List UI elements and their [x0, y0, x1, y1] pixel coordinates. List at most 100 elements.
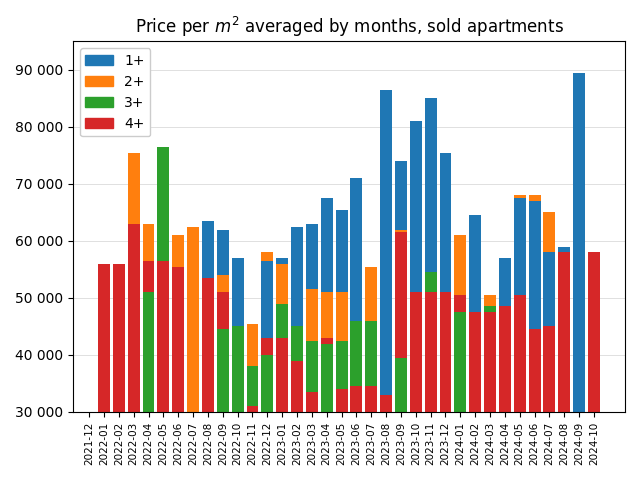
Bar [172, 235, 184, 480]
Bar [261, 338, 273, 480]
Bar [143, 224, 154, 480]
Bar [128, 153, 140, 480]
Bar [246, 406, 259, 480]
Bar [454, 312, 467, 480]
Bar [157, 147, 170, 480]
Bar [113, 264, 125, 480]
Bar [187, 227, 199, 480]
Bar [98, 264, 110, 480]
Bar [128, 224, 140, 480]
Bar [425, 98, 436, 480]
Bar [395, 229, 407, 480]
Bar [232, 258, 244, 480]
Bar [425, 292, 436, 480]
Bar [499, 258, 511, 480]
Bar [276, 338, 288, 480]
Bar [351, 321, 362, 480]
Bar [335, 210, 348, 480]
Bar [291, 360, 303, 480]
Bar [558, 252, 570, 480]
Bar [380, 90, 392, 480]
Bar [291, 326, 303, 480]
Bar [395, 358, 407, 480]
Bar [187, 227, 199, 480]
Bar [232, 326, 244, 480]
Title: Price per $m^2$ averaged by months, sold apartments: Price per $m^2$ averaged by months, sold… [134, 15, 563, 39]
Bar [514, 195, 525, 480]
Bar [514, 198, 525, 480]
Bar [261, 252, 273, 480]
Bar [232, 326, 244, 480]
Bar [425, 272, 436, 480]
Bar [172, 266, 184, 480]
Bar [217, 275, 228, 480]
Bar [217, 229, 228, 480]
Bar [365, 321, 377, 480]
Bar [440, 292, 451, 480]
Bar [484, 295, 496, 480]
Bar [499, 306, 511, 480]
Bar [588, 252, 600, 480]
Bar [261, 355, 273, 480]
Bar [143, 292, 154, 480]
Bar [335, 292, 348, 480]
Bar [291, 227, 303, 480]
Bar [365, 266, 377, 480]
Bar [276, 304, 288, 480]
Bar [276, 258, 288, 480]
Bar [306, 392, 318, 480]
Bar [529, 195, 541, 480]
Bar [128, 153, 140, 480]
Bar [558, 247, 570, 480]
Bar [172, 235, 184, 480]
Bar [276, 264, 288, 480]
Bar [261, 261, 273, 480]
Bar [469, 215, 481, 480]
Bar [351, 178, 362, 480]
Bar [454, 235, 467, 480]
Bar [157, 261, 170, 480]
Bar [321, 292, 333, 480]
Bar [440, 153, 451, 480]
Bar [484, 312, 496, 480]
Bar [365, 386, 377, 480]
Bar [351, 386, 362, 480]
Bar [558, 252, 570, 480]
Bar [321, 344, 333, 480]
Bar [143, 261, 154, 480]
Bar [321, 338, 333, 480]
Bar [529, 329, 541, 480]
Bar [202, 221, 214, 480]
Legend: 1+, 2+, 3+, 4+: 1+, 2+, 3+, 4+ [80, 48, 150, 136]
Bar [484, 306, 496, 480]
Bar [543, 252, 556, 480]
Bar [529, 201, 541, 480]
Bar [246, 366, 259, 480]
Bar [306, 289, 318, 480]
Bar [573, 73, 585, 480]
Bar [335, 389, 348, 480]
Bar [335, 341, 348, 480]
Bar [306, 341, 318, 480]
Bar [143, 224, 154, 480]
Bar [410, 292, 422, 480]
Bar [543, 326, 556, 480]
Bar [246, 324, 259, 480]
Bar [469, 312, 481, 480]
Bar [514, 295, 525, 480]
Bar [410, 121, 422, 480]
Bar [217, 292, 228, 480]
Bar [454, 295, 467, 480]
Bar [380, 395, 392, 480]
Bar [395, 161, 407, 480]
Bar [395, 232, 407, 480]
Bar [321, 198, 333, 480]
Bar [202, 278, 214, 480]
Bar [306, 224, 318, 480]
Bar [157, 147, 170, 480]
Bar [543, 213, 556, 480]
Bar [484, 306, 496, 480]
Bar [365, 266, 377, 480]
Bar [98, 264, 110, 480]
Bar [217, 329, 228, 480]
